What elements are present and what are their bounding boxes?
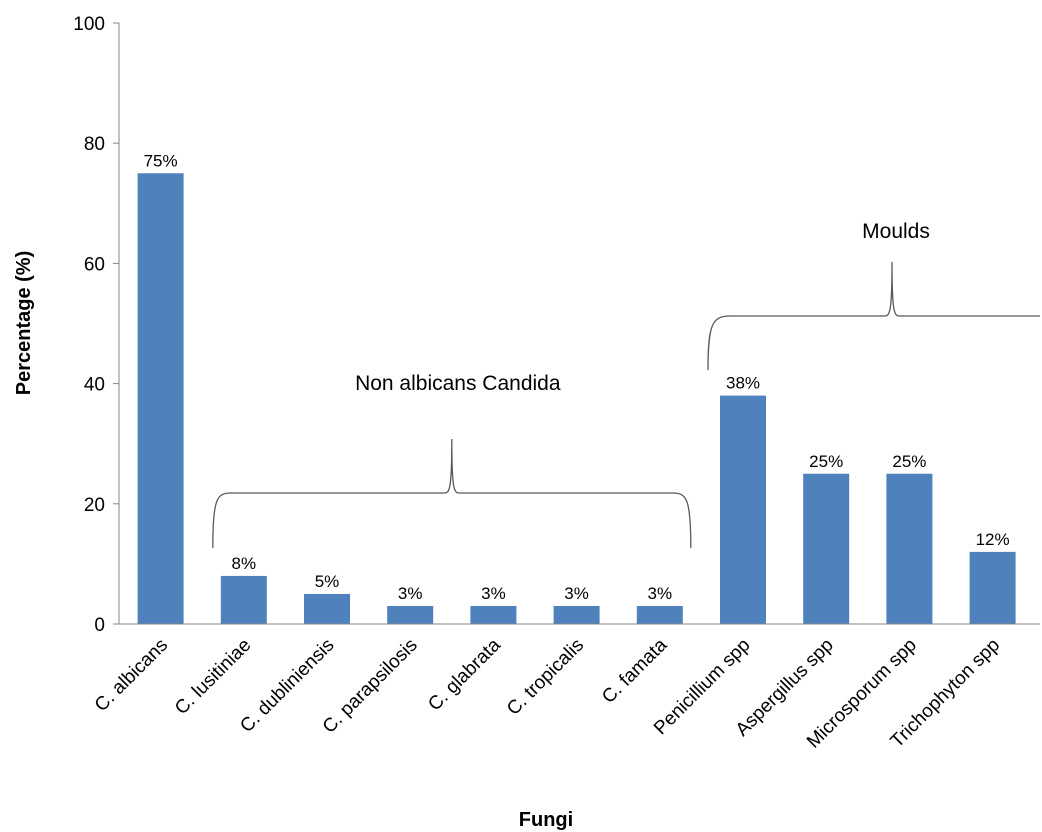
data-label: 25% (809, 452, 843, 471)
data-label: 8% (232, 554, 257, 573)
data-label: 75% (144, 151, 178, 170)
bar (886, 473, 933, 624)
bar (636, 605, 683, 624)
data-label: 3% (481, 584, 506, 603)
data-labels: 75% 8% 5% 3% 3% 3% 3% 38% 25% 25% 12% (144, 151, 1010, 603)
brace (212, 438, 692, 549)
data-label: 3% (648, 584, 673, 603)
x-tick-label: C. glabrata (424, 634, 505, 715)
bar (470, 605, 517, 624)
bar (803, 473, 850, 624)
bar (304, 593, 350, 624)
y-tick-label: 100 (73, 14, 105, 35)
bar (137, 173, 184, 624)
x-tick-label: C. albicans (91, 635, 172, 716)
brace (707, 261, 1040, 371)
y-tick-label: 0 (94, 615, 105, 636)
bar (720, 395, 766, 624)
data-label: 3% (398, 584, 423, 603)
bar (553, 605, 600, 624)
y-tick-label: 20 (84, 495, 105, 516)
data-label: 12% (976, 530, 1010, 549)
data-label: 3% (564, 584, 589, 603)
data-label: 38% (726, 374, 760, 393)
x-axis-title: Fungi (519, 809, 573, 831)
annotations: Non albicans Candida Moulds (212, 220, 1040, 549)
y-tick-label: 80 (84, 134, 105, 155)
bar (387, 605, 434, 624)
annotation-label: Moulds (862, 220, 930, 243)
y-axis: 0 20 40 60 80 100 (73, 14, 120, 636)
bar (969, 551, 1016, 624)
bar (220, 575, 267, 624)
y-axis-title: Percentage (%) (13, 251, 35, 396)
bars (137, 173, 1016, 624)
y-tick-label: 40 (84, 375, 105, 396)
data-label: 5% (315, 572, 340, 591)
annotation-label: Non albicans Candida (355, 372, 561, 395)
x-tick-label: C. famata (598, 634, 671, 707)
x-tick-label: C. lusitiniae (171, 635, 255, 719)
y-tick-label: 60 (84, 254, 105, 275)
data-label: 25% (892, 452, 926, 471)
x-tick-label: C. tropicalis (503, 635, 588, 720)
